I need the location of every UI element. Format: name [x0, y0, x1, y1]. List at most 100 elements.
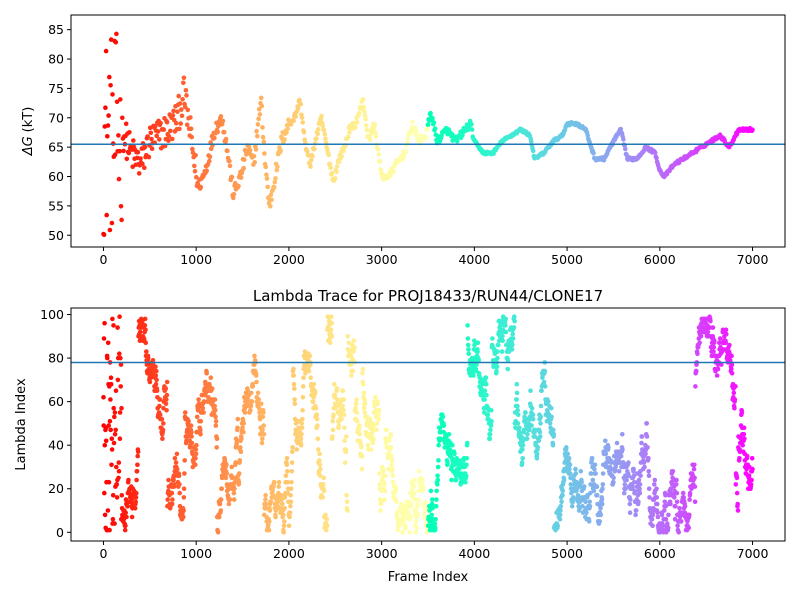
lambda-point: [376, 416, 381, 422]
lambda-point: [147, 379, 153, 385]
lambda-point: [209, 386, 215, 391]
lambda-point: [376, 408, 382, 413]
dg-point: [231, 195, 236, 201]
lambda-point: [107, 418, 113, 424]
lambda-point: [383, 473, 388, 479]
lambda-point: [494, 368, 499, 374]
lambda-point: [105, 355, 110, 361]
lambda-point: [160, 436, 165, 442]
lambda-point: [632, 488, 638, 494]
lambda-point: [300, 395, 306, 400]
lambda-point: [214, 436, 220, 442]
lambda-point: [343, 449, 349, 455]
lambda-point: [435, 464, 441, 470]
lambda-point: [587, 499, 592, 505]
lambda-point: [261, 410, 266, 415]
dg-point: [750, 127, 755, 132]
lambda-plot-frame: [70, 307, 786, 542]
lambda-point: [652, 477, 658, 483]
lambda-point: [733, 384, 738, 389]
lambda-point: [475, 340, 481, 346]
lambda-point: [421, 486, 426, 492]
lambda-point: [387, 438, 392, 444]
lambda-point: [312, 390, 318, 396]
dg-point: [299, 115, 305, 120]
lambda-point: [106, 479, 112, 485]
dg-point: [260, 134, 266, 140]
lambda-point: [213, 408, 218, 413]
lambda-point: [174, 451, 180, 457]
dg-point: [238, 175, 244, 180]
dg-point: [110, 92, 115, 97]
lambda-point: [729, 362, 735, 367]
lambda-point: [524, 436, 530, 442]
lambda-point: [280, 501, 285, 507]
lambda-point: [256, 405, 262, 411]
lambda-point: [692, 462, 697, 468]
lambda-point: [593, 471, 598, 476]
lambda-point: [116, 475, 121, 481]
dg-point: [373, 134, 379, 139]
lambda-point: [113, 427, 118, 433]
lambda-point: [317, 462, 323, 468]
lambda-point: [330, 418, 336, 424]
lambda-point: [489, 418, 494, 424]
lambda-point: [253, 373, 259, 378]
lambda-point: [414, 525, 420, 531]
lambda-point: [214, 445, 219, 450]
lambda-point: [466, 351, 472, 357]
lambda-point: [208, 375, 214, 381]
lambda-point: [177, 482, 182, 487]
x-tick-label: 1000: [180, 252, 212, 267]
lambda-point: [157, 403, 162, 409]
lambda-point: [655, 510, 660, 515]
lambda-point: [291, 381, 297, 387]
lambda-point: [642, 464, 647, 470]
lambda-point: [189, 429, 194, 435]
lambda-point: [327, 340, 333, 346]
lambda-point: [727, 342, 732, 348]
dg-point: [321, 128, 327, 133]
lambda-point: [674, 477, 679, 483]
lambda-point: [224, 471, 229, 476]
lambda-point: [435, 482, 440, 487]
dg-point: [425, 122, 431, 127]
lambda-point: [123, 510, 128, 515]
lambda-point: [711, 349, 716, 354]
dg-point: [107, 74, 112, 80]
lambda-point: [229, 464, 234, 470]
lambda-point: [542, 368, 548, 374]
lambda-point: [503, 323, 508, 328]
lambda-point: [724, 331, 729, 337]
lambda-point: [112, 521, 117, 526]
lambda-point: [732, 397, 738, 402]
lambda-point: [237, 458, 243, 463]
dg-point: [241, 165, 246, 171]
x-tick-label: 0: [99, 546, 107, 561]
lambda-point: [240, 425, 245, 431]
lambda-point: [165, 497, 170, 502]
lambda-point: [352, 344, 357, 350]
lambda-point: [390, 479, 396, 485]
dg-point: [364, 123, 369, 128]
dg-point: [106, 113, 111, 118]
lambda-point: [377, 471, 382, 476]
lambda-point: [102, 320, 107, 326]
dg-point: [192, 163, 197, 169]
lambda-point: [276, 484, 282, 489]
dg-point: [183, 88, 189, 93]
lambda-point: [176, 473, 182, 479]
dg-point: [181, 80, 186, 86]
lambda-point: [182, 410, 188, 415]
lambda-point: [143, 327, 148, 333]
dg-point: [618, 126, 624, 132]
x-tick-label: 7000: [737, 252, 769, 267]
lambda-point: [428, 488, 434, 494]
lambda-point: [529, 423, 534, 428]
lambda-point: [110, 493, 116, 498]
lambda-point: [142, 323, 148, 328]
lambda-point: [598, 512, 604, 518]
lambda-point: [102, 442, 108, 448]
dg-point: [332, 176, 338, 181]
dg-point: [204, 168, 209, 174]
